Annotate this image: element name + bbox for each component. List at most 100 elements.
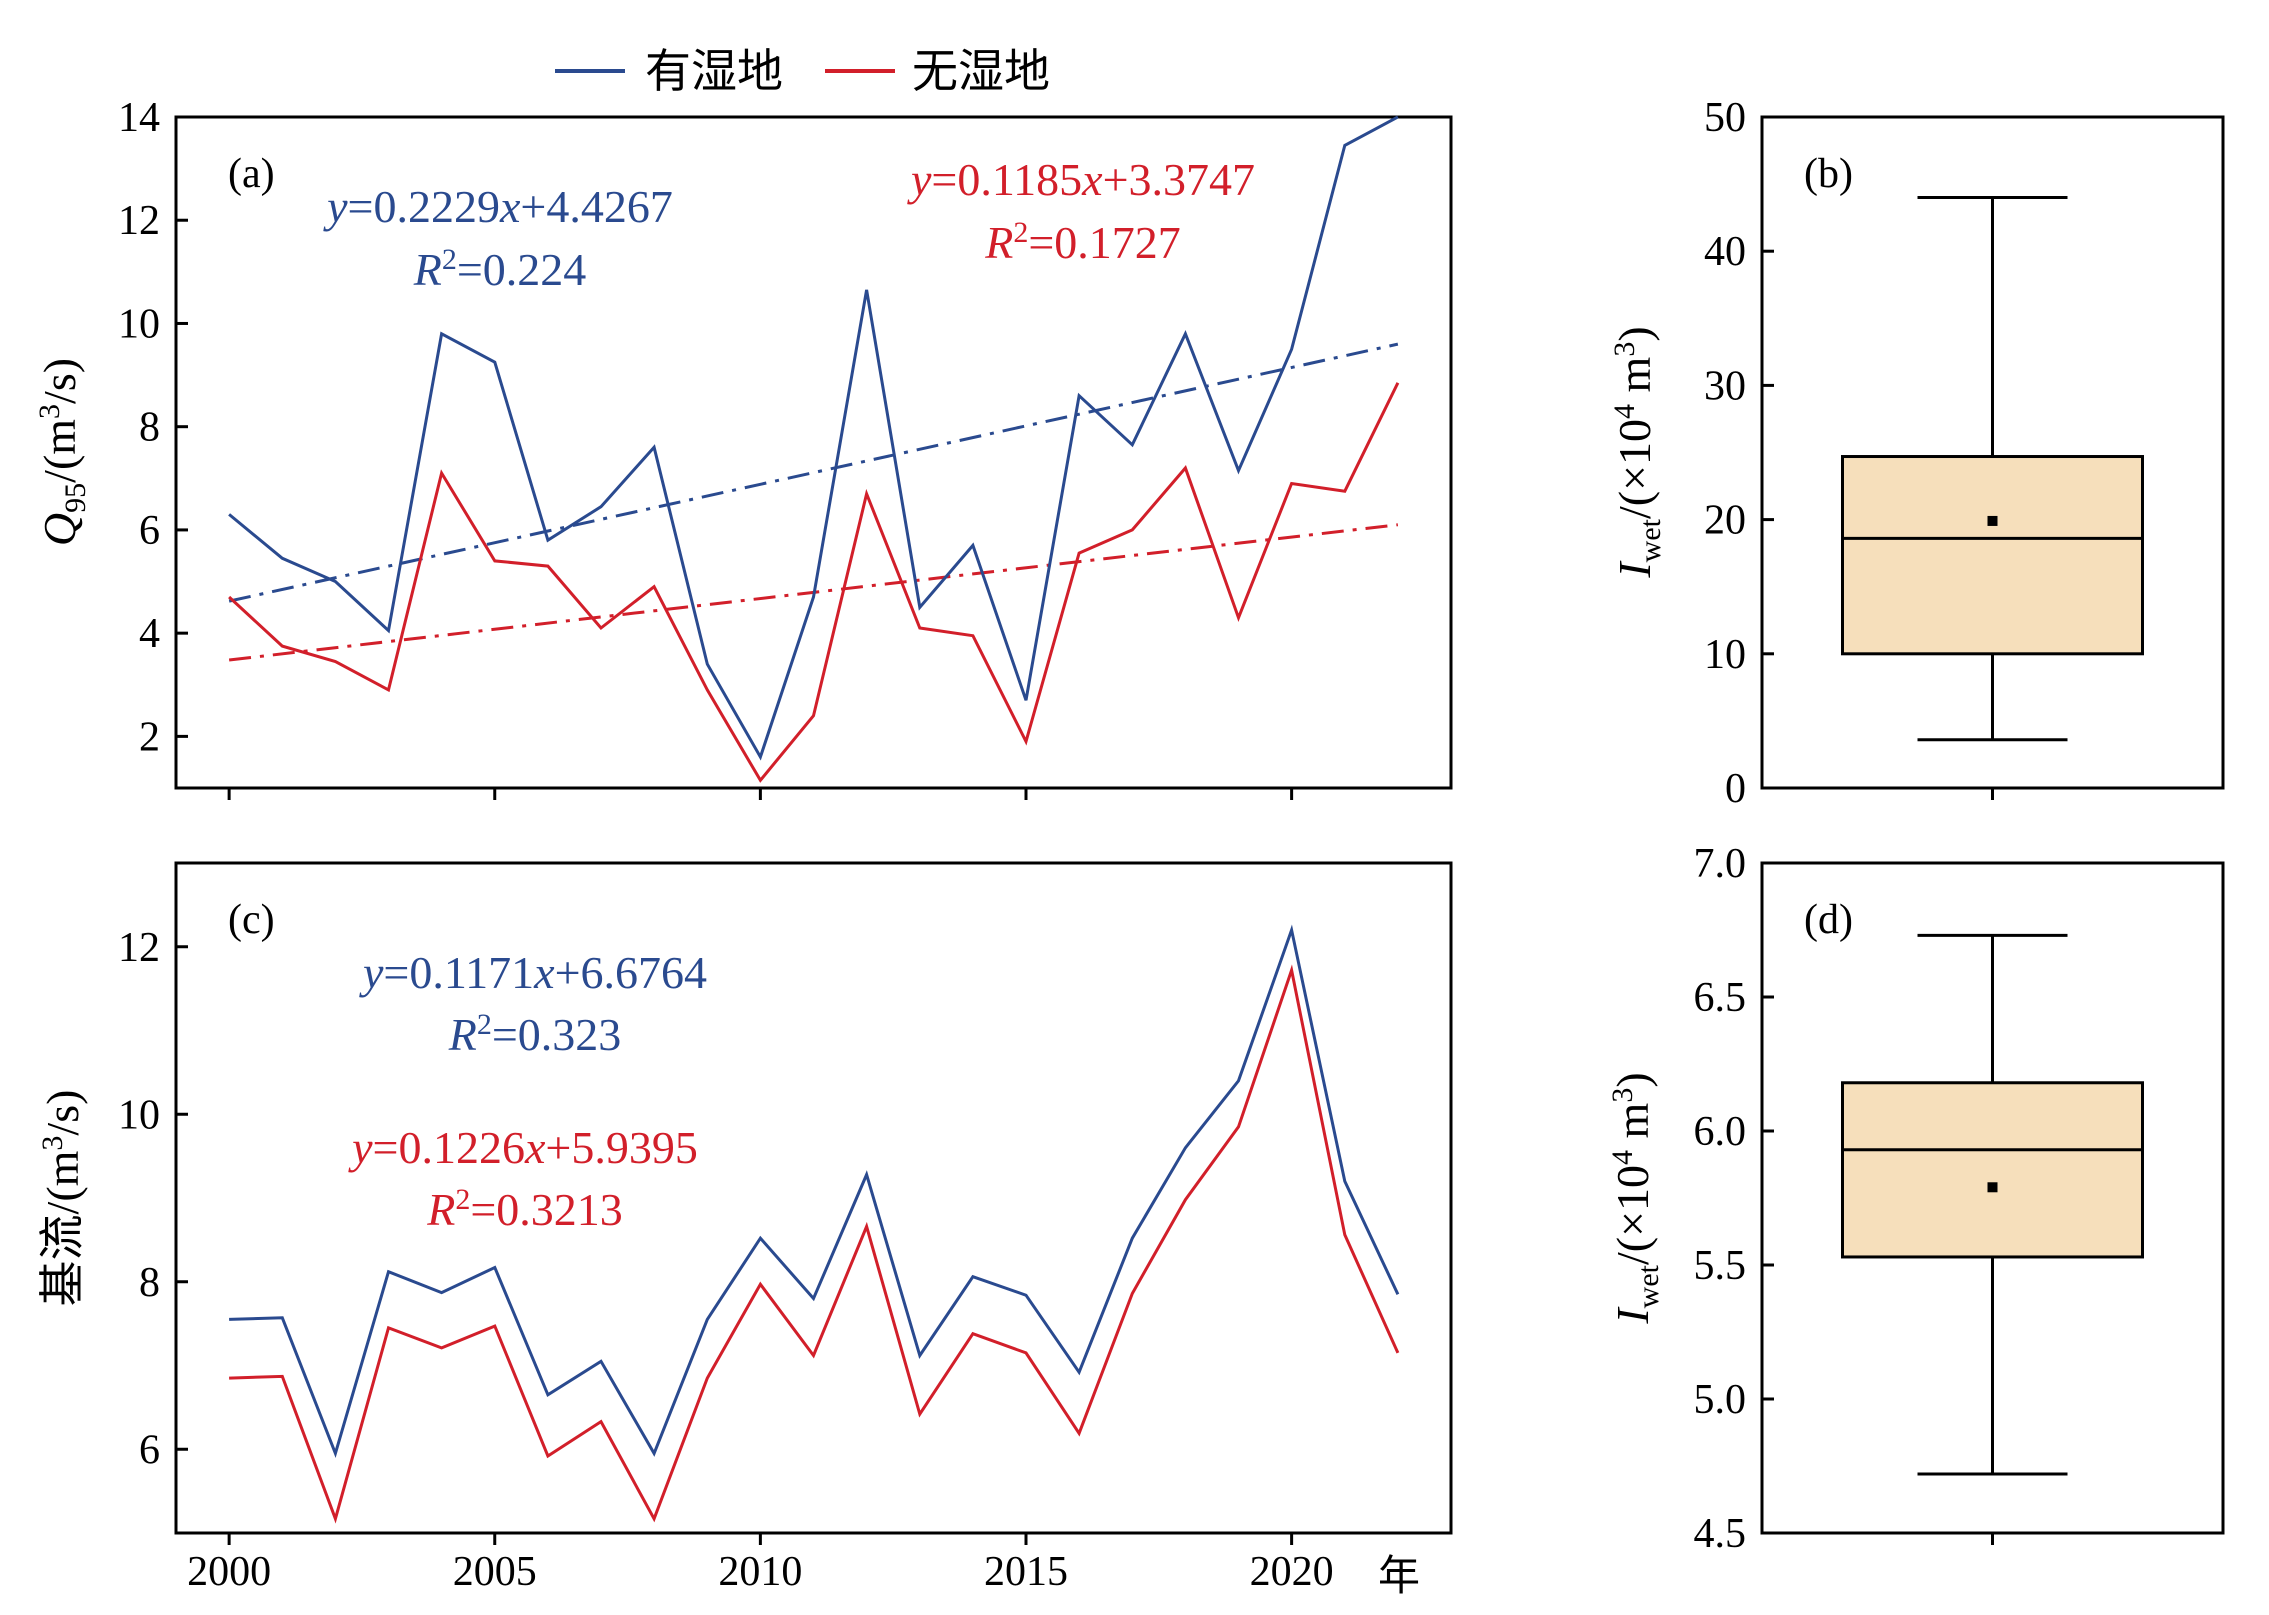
y-tick-label: 4 — [139, 611, 160, 657]
panel-c-r2-red: R2=0.3213 — [426, 1183, 623, 1235]
mean-marker — [1987, 515, 1998, 526]
ylabel-pre: /(×10 — [1609, 419, 1660, 519]
y-tick-label: 10 — [1704, 632, 1746, 678]
eq-y: y — [359, 947, 384, 998]
y-tick-label: 10 — [118, 301, 160, 347]
ylabel-pre: /(×10 — [1607, 1165, 1658, 1265]
panel-a-y-label: Q95/(m3/s) — [33, 358, 92, 546]
panel-c-y-label: 基流/(m3/s) — [36, 1090, 88, 1307]
panel-b-box-chart: 0 10 20 30 40 50 (b) Iwet/(×104 m3) — [1608, 95, 2225, 812]
ylabel-sup: 4 — [1608, 404, 1641, 419]
series-line-with-wetland — [229, 924, 1400, 1459]
panel-c-eq-blue: y=0.1171x+6.6764 — [359, 947, 707, 998]
y-tick-label: 6 — [139, 508, 160, 554]
eq-b: +4.4267 — [520, 181, 672, 232]
y-tick-label: 6 — [139, 1427, 160, 1473]
y-tick-label: 2 — [139, 714, 160, 760]
panel-a-eq-blue: y=0.2229x+4.4267 — [323, 181, 673, 232]
eq-a: =0.1171 — [383, 947, 534, 998]
panel-a-series — [228, 115, 1400, 783]
ylabel-sub: wet — [1632, 1264, 1665, 1308]
eq-y: y — [323, 181, 348, 232]
panel-c-r2-blue: R2=0.323 — [448, 1008, 622, 1060]
ylabel-post: /s) — [37, 1090, 88, 1136]
y-tick-label: 8 — [139, 1260, 160, 1306]
r2-val: =0.3213 — [470, 1184, 622, 1235]
y-tick-label: 5.0 — [1694, 1377, 1747, 1423]
trend-line-with-wetland — [228, 342, 1399, 603]
panel-a-ylabel-sub: 95 — [59, 483, 92, 513]
y-tick-label: 20 — [1704, 498, 1746, 544]
panel-d-y-label: Iwet/(×104 m3) — [1606, 1072, 1665, 1324]
eq-x: x — [499, 181, 521, 232]
panel-a-ylabel-pre: /(m — [34, 419, 85, 483]
x-tick-label: 2000 — [187, 1549, 271, 1595]
legend-label-with-wetland: 有湿地 — [645, 46, 783, 97]
eq-a: =0.1226 — [373, 1122, 525, 1173]
r2-val: =0.224 — [457, 244, 586, 295]
panel-c-x-axis: 2000 2005 2010 2015 2020 — [187, 1533, 1334, 1595]
y-tick-label: 10 — [118, 1092, 160, 1138]
eq-b: +3.3747 — [1103, 154, 1255, 205]
series-line-without-wetland — [228, 382, 1400, 783]
eq-y: y — [348, 1122, 373, 1173]
panel-a-frame — [174, 115, 1453, 790]
panel-a-r2-blue: R2=0.224 — [413, 243, 587, 295]
r2-r: R — [448, 1009, 477, 1060]
panel-a-ylabel-sup: 3 — [33, 404, 66, 419]
panel-a-eq-red: y=0.1185x+3.3747 — [907, 154, 1255, 205]
eq-y: y — [907, 154, 932, 205]
legend: 有湿地 无湿地 — [555, 46, 1050, 97]
ylabel-i: I — [1609, 560, 1660, 579]
eq-x: x — [1081, 154, 1103, 205]
panel-c-eq-red: y=0.1226x+5.9395 — [348, 1122, 698, 1173]
x-axis-year-label: 年 — [1378, 1553, 1420, 1600]
panel-a-trend-lines — [228, 342, 1399, 662]
y-tick-label: 12 — [118, 925, 160, 971]
series-line-with-wetland — [228, 115, 1399, 761]
x-tick-label: 2020 — [1250, 1549, 1334, 1595]
y-tick-label: 8 — [139, 405, 160, 451]
y-tick-label: 6.5 — [1694, 975, 1747, 1021]
panel-a-label: (a) — [228, 151, 275, 197]
ylabel-sup: 3 — [36, 1136, 69, 1151]
iqr-box — [1841, 455, 2144, 656]
ylabel-sub: wet — [1634, 518, 1667, 562]
panel-d-y-axis: 4.5 5.0 5.5 6.0 6.5 7.0 — [1694, 841, 1774, 1557]
panel-c-frame — [174, 861, 1453, 1535]
y-tick-label: 40 — [1704, 229, 1746, 275]
panel-a-ylabel-q: Q — [34, 513, 85, 546]
panel-c-series — [229, 924, 1400, 1524]
r2-val: =0.1727 — [1028, 217, 1180, 268]
panel-d-label: (d) — [1804, 897, 1853, 943]
y-tick-label: 30 — [1704, 363, 1746, 409]
eq-a: =0.1185 — [931, 154, 1082, 205]
panel-c-label: (c) — [228, 897, 275, 943]
eq-b: +6.6764 — [555, 947, 707, 998]
y-tick-label: 12 — [118, 198, 160, 244]
series-line-without-wetland — [229, 964, 1400, 1524]
r2-val: =0.323 — [492, 1009, 621, 1060]
y-tick-label: 50 — [1704, 95, 1746, 141]
panel-a-x-axis — [227, 788, 1294, 800]
iqr-box — [1841, 1081, 2144, 1259]
r2-sup: 2 — [477, 1008, 492, 1041]
r2-sup: 2 — [1013, 216, 1028, 249]
r2-sup: 2 — [455, 1183, 470, 1216]
ylabel-close: ) — [1609, 326, 1660, 341]
panel-c-y-axis: 6 8 10 12 — [118, 925, 188, 1473]
ylabel-mid: m — [1609, 356, 1660, 404]
y-tick-label: 6.0 — [1694, 1109, 1747, 1155]
x-tick-label: 2005 — [453, 1549, 537, 1595]
y-tick-label: 4.5 — [1694, 1511, 1747, 1557]
panel-a-r2-red: R2=0.1727 — [984, 216, 1181, 268]
panel-b-label: (b) — [1804, 151, 1853, 197]
panel-c-baseflow-chart: 6 8 10 12 2000 2005 2010 2015 2020 (c) 基流/(m3/s… — [36, 861, 1453, 1600]
r2-r: R — [426, 1184, 455, 1235]
ylabel-sup2: 3 — [1606, 1088, 1639, 1103]
y-tick-label: 0 — [1725, 766, 1746, 812]
x-tick-label: 2010 — [718, 1549, 802, 1595]
panel-a-y-axis: 2 4 6 8 10 12 14 — [118, 95, 188, 760]
